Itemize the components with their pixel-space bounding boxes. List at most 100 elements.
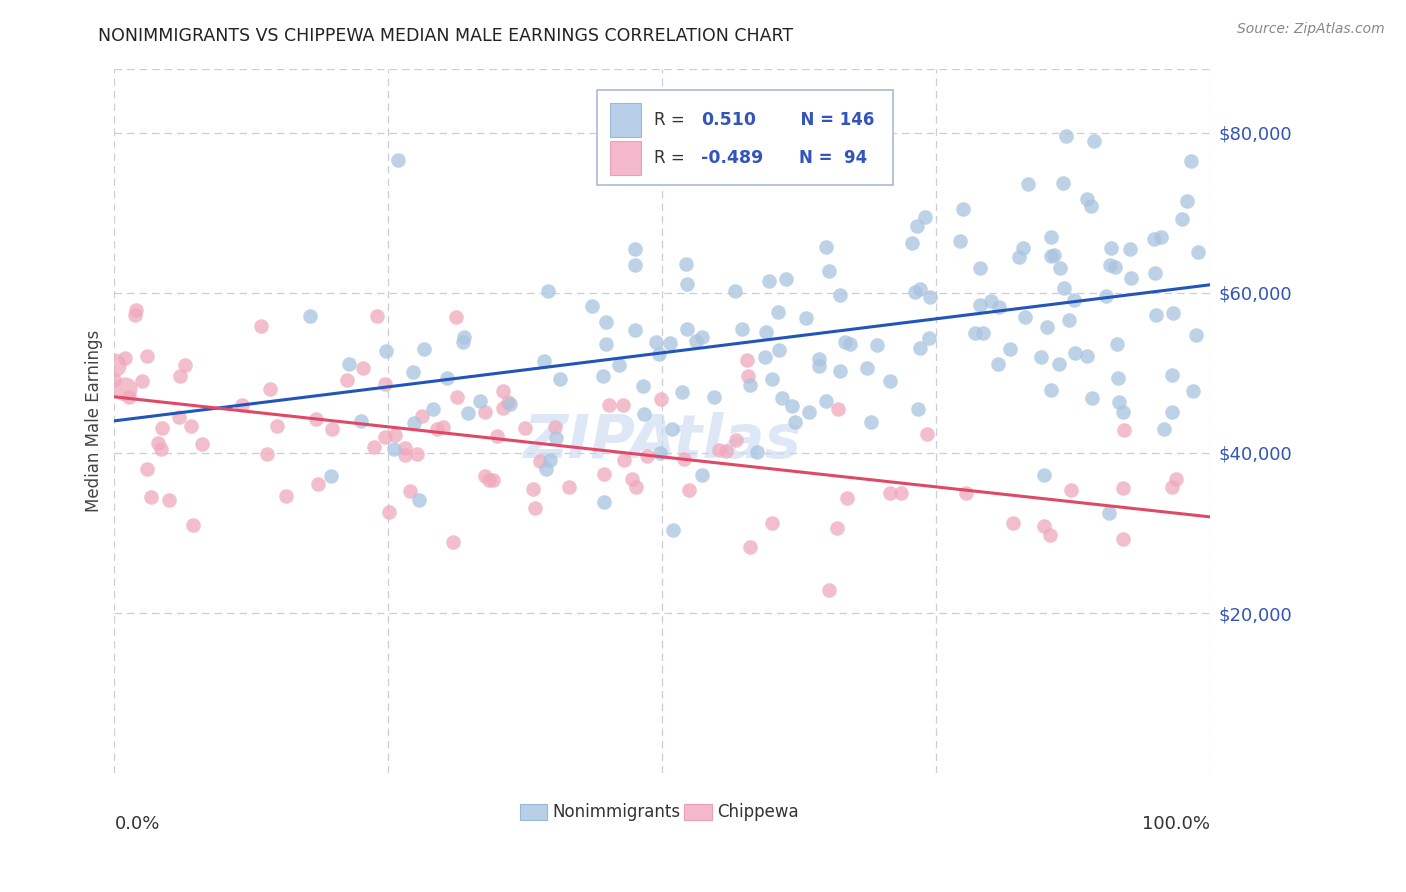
Point	[834, 335, 856, 350]
Point	[103, 373, 125, 387]
Text: N =  94: N = 94	[800, 149, 868, 167]
Text: 100.0%: 100.0%	[1143, 815, 1211, 833]
Point	[1029, 350, 1052, 364]
Point	[118, 390, 141, 404]
Point	[987, 357, 1010, 371]
Point	[1036, 320, 1059, 334]
Point	[114, 351, 136, 365]
Point	[1144, 308, 1167, 322]
Point	[658, 335, 681, 350]
Point	[1014, 310, 1036, 325]
Point	[492, 401, 515, 416]
Point	[307, 477, 329, 491]
Point	[250, 318, 273, 333]
Point	[1107, 371, 1129, 385]
Point	[114, 382, 136, 396]
Point	[1052, 176, 1074, 190]
Point	[1059, 313, 1081, 327]
Point	[980, 294, 1002, 309]
Point	[103, 358, 125, 372]
Point	[818, 264, 841, 278]
Point	[131, 374, 153, 388]
Point	[496, 394, 519, 409]
Point	[624, 258, 647, 272]
Point	[815, 394, 838, 409]
Point	[685, 334, 707, 348]
Point	[375, 344, 398, 359]
Point	[498, 397, 520, 411]
Point	[1112, 533, 1135, 547]
Point	[661, 422, 683, 436]
Point	[920, 289, 942, 303]
Point	[544, 431, 567, 445]
Point	[827, 401, 849, 416]
Point	[866, 338, 889, 352]
Point	[595, 315, 617, 329]
Point	[780, 399, 803, 413]
Point	[969, 261, 991, 276]
Text: R =: R =	[654, 149, 690, 167]
Text: -0.489: -0.489	[700, 149, 763, 167]
Point	[522, 482, 544, 496]
Point	[725, 433, 748, 447]
Point	[907, 402, 929, 417]
Point	[624, 323, 647, 337]
Point	[794, 310, 817, 325]
Point	[671, 384, 693, 399]
Point	[481, 474, 503, 488]
Point	[124, 308, 146, 322]
Point	[150, 421, 173, 435]
Point	[1111, 405, 1133, 419]
Point	[1000, 342, 1022, 356]
Point	[149, 442, 172, 456]
Point	[676, 322, 699, 336]
Point	[910, 342, 932, 356]
FancyBboxPatch shape	[610, 103, 641, 137]
Point	[474, 468, 496, 483]
Point	[595, 337, 617, 351]
Point	[1160, 368, 1182, 382]
Point	[543, 420, 565, 434]
Point	[350, 414, 373, 428]
Point	[1180, 154, 1202, 169]
Text: Nonimmigrants: Nonimmigrants	[553, 803, 681, 821]
Point	[592, 368, 614, 383]
Point	[453, 330, 475, 344]
Point	[538, 453, 561, 467]
Point	[191, 437, 214, 451]
Point	[558, 480, 581, 494]
Point	[426, 422, 449, 436]
Point	[1119, 242, 1142, 256]
Point	[737, 368, 759, 383]
Point	[672, 451, 695, 466]
Point	[336, 373, 359, 387]
Point	[515, 421, 537, 435]
Y-axis label: Median Male Earnings: Median Male Earnings	[86, 330, 103, 512]
Point	[918, 331, 941, 345]
Point	[758, 274, 780, 288]
Point	[738, 377, 761, 392]
Point	[1175, 194, 1198, 209]
Point	[807, 359, 830, 374]
Point	[167, 409, 190, 424]
Point	[534, 462, 557, 476]
Point	[815, 240, 838, 254]
Point	[1002, 516, 1025, 530]
Point	[468, 393, 491, 408]
Point	[446, 390, 468, 404]
Point	[650, 392, 672, 407]
Point	[412, 342, 434, 356]
Point	[650, 446, 672, 460]
Point	[1081, 391, 1104, 405]
Point	[901, 235, 924, 250]
Text: Source: ZipAtlas.com: Source: ZipAtlas.com	[1237, 22, 1385, 37]
Point	[352, 361, 374, 376]
Point	[644, 334, 666, 349]
Point	[1153, 422, 1175, 436]
Point	[1143, 232, 1166, 246]
Point	[1008, 250, 1031, 264]
Point	[785, 415, 807, 429]
Point	[636, 450, 658, 464]
Point	[337, 357, 360, 371]
Point	[1033, 467, 1056, 482]
